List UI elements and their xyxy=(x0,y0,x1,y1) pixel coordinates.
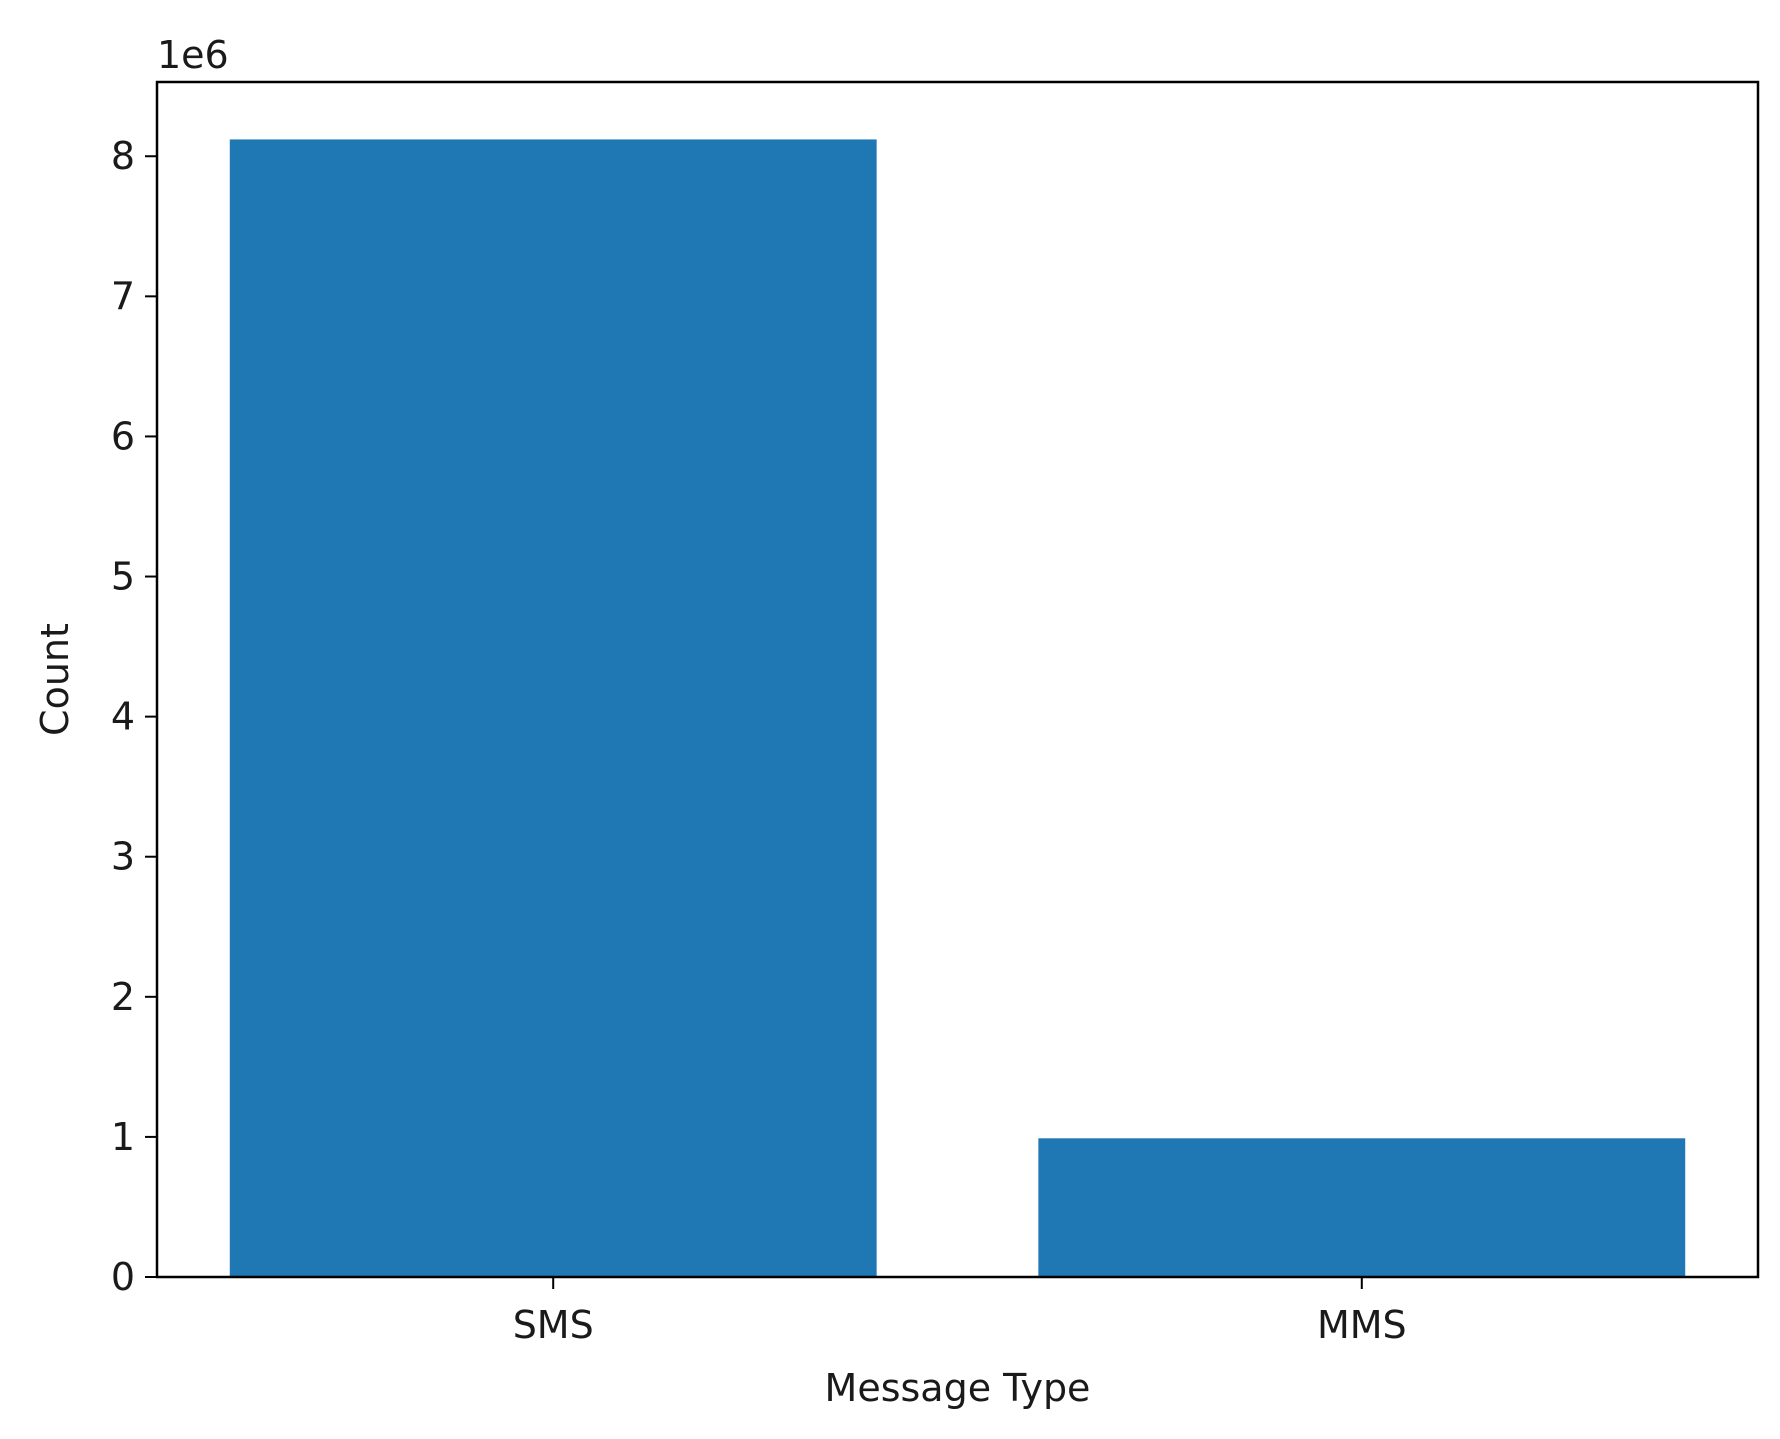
x-ticks-group: SMS MMS xyxy=(513,1277,1407,1347)
y-tick-label: 3 xyxy=(111,835,135,879)
x-tick-label-sms: SMS xyxy=(513,1303,594,1347)
y-offset-label: 1e6 xyxy=(157,33,229,77)
y-axis-label: Count xyxy=(33,623,77,736)
y-tick-label: 7 xyxy=(111,274,135,318)
y-tick-label: 4 xyxy=(111,695,135,739)
y-tick-label: 1 xyxy=(111,1115,135,1159)
bar-mms xyxy=(1038,1138,1686,1277)
y-tick-label: 0 xyxy=(111,1255,135,1299)
bars-group xyxy=(229,139,1686,1277)
y-ticks-group: 0 1 2 3 4 5 6 7 8 xyxy=(111,134,157,1299)
y-tick-label: 6 xyxy=(111,414,135,458)
plot-frame xyxy=(155,80,1760,1279)
bar-sms xyxy=(229,139,877,1277)
x-tick-label-mms: MMS xyxy=(1317,1303,1407,1347)
y-tick-label: 5 xyxy=(111,555,135,599)
y-tick-label: 8 xyxy=(111,134,135,178)
y-tick-label: 2 xyxy=(111,975,135,1019)
x-axis-label: Message Type xyxy=(825,1366,1091,1410)
